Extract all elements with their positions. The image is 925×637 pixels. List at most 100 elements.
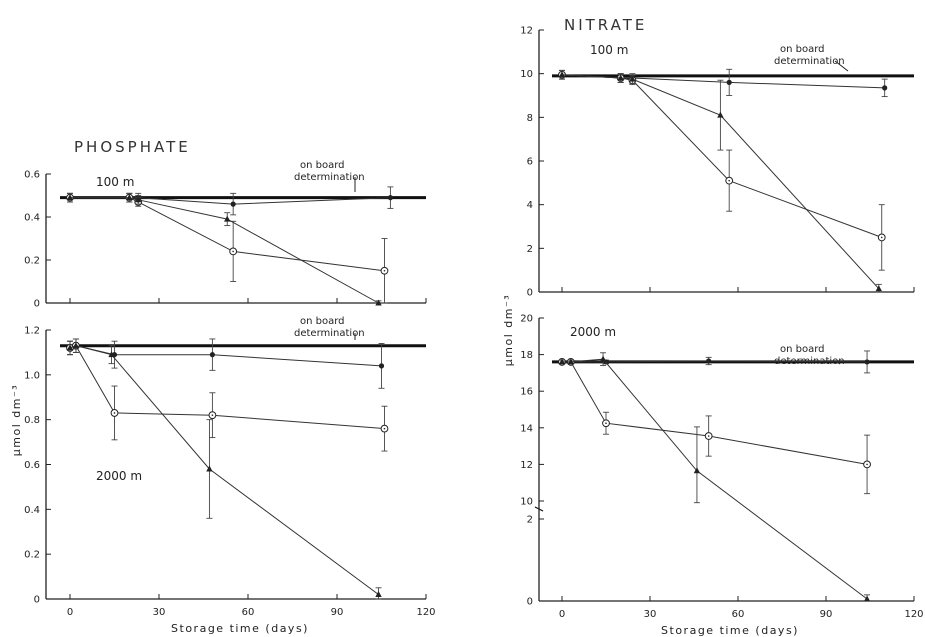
x-tick-label: 0 [559, 609, 565, 620]
nitrate-chart: NITRATE 0 2 4 6 8 10 12 100 m on board determinati… [502, 16, 924, 637]
data-point-filled-triangle [875, 285, 882, 292]
data-point-filled-circle [726, 79, 732, 85]
y-tick-label: 18 [520, 350, 533, 361]
y-tick-label: 0.8 [24, 415, 40, 426]
y-tick-label: 20 [520, 314, 533, 325]
y-tick-label: 8 [527, 113, 533, 124]
series-line-open-circle [561, 74, 882, 238]
data-point-open-circle-dot [866, 463, 868, 466]
annotation-label: determination [294, 172, 365, 183]
data-point-filled-circle [230, 201, 236, 207]
panel-1: 0 0.2 0.4 0.6 0.8 1.0 1.2 0 30 60 90 120 2000 m on bo… [24, 316, 435, 618]
depth-label: 100 m [96, 175, 134, 189]
series-line-open-circle [70, 197, 385, 272]
data-point-filled-circle [209, 352, 215, 358]
y-tick-label: 12 [520, 460, 533, 471]
annotation-label: on board [300, 160, 345, 171]
y-tick-label: 0 [527, 597, 533, 608]
y-tick-label: 0.2 [24, 550, 40, 561]
y-tick-label: 0.4 [24, 505, 40, 516]
chart-title: NITRATE [564, 16, 647, 34]
series-line-filled-triangle [562, 358, 868, 600]
data-point-filled-circle [864, 359, 870, 365]
data-point-filled-triangle [66, 194, 74, 201]
y-tick-label: 1.0 [24, 370, 40, 381]
chart-title: PHOSPHATE [74, 138, 191, 156]
x-tick-label: 120 [416, 607, 435, 618]
data-point-filled-triangle [375, 591, 382, 598]
series-line-filled-triangle [70, 197, 379, 304]
y-tick-label: 4 [527, 200, 533, 211]
depth-label: 2000 m [96, 469, 142, 483]
series-line-open-circle [562, 361, 868, 465]
data-point-filled-triangle [66, 344, 74, 351]
x-tick-label: 90 [820, 609, 833, 620]
depth-label: 2000 m [570, 325, 616, 339]
data-point-filled-triangle [693, 467, 701, 474]
x-axis-label: Storage time (days) [171, 622, 309, 635]
y-tick-label: 10 [520, 497, 533, 508]
y-axis-label: µmol dm⁻³ [502, 294, 515, 366]
x-axis-label: Storage time (days) [661, 624, 799, 637]
y-tick-label: 0.2 [24, 256, 40, 267]
data-point-filled-triangle [863, 595, 871, 602]
data-point-filled-triangle [108, 351, 115, 358]
data-point-filled-triangle [629, 75, 636, 82]
annotation-label: on board [780, 344, 825, 355]
y-tick-label: 1.2 [24, 326, 40, 337]
x-tick-label: 30 [644, 609, 657, 620]
data-point-open-circle-dot [383, 269, 386, 272]
data-point-filled-triangle [126, 194, 133, 201]
x-tick-label: 0 [67, 607, 73, 618]
annotation-label: determination [774, 56, 845, 67]
data-point-open-circle-dot [880, 236, 883, 239]
data-point-open-circle-dot [383, 427, 386, 430]
data-point-open-circle-dot [113, 412, 116, 414]
annotation-arrow [834, 60, 849, 72]
x-tick-label: 60 [242, 607, 255, 618]
data-point-open-circle-dot [707, 435, 710, 437]
data-point-filled-triangle [558, 71, 566, 78]
data-point-open-circle-dot [728, 179, 730, 182]
y-tick-label: 2 [527, 515, 533, 526]
y-tick-label: 12 [520, 26, 533, 37]
y-tick-label: 14 [520, 423, 533, 434]
depth-label: 100 m [590, 43, 628, 57]
data-point-filled-circle [882, 85, 888, 91]
y-tick-label: 0.6 [24, 170, 40, 181]
data-point-filled-triangle [558, 358, 566, 365]
y-axis-label: µmol dm⁻³ [10, 384, 23, 456]
x-tick-label: 120 [904, 609, 923, 620]
data-point-filled-triangle [72, 342, 80, 349]
y-tick-label: 0 [527, 288, 533, 299]
y-tick-label: 6 [527, 157, 533, 168]
data-point-open-circle-dot [211, 414, 214, 416]
y-tick-label: 2 [527, 244, 533, 255]
data-point-filled-triangle [206, 465, 213, 472]
data-point-open-circle-dot [605, 422, 607, 425]
data-point-filled-triangle [224, 215, 231, 222]
data-point-filled-circle [706, 358, 712, 364]
data-point-filled-triangle [717, 111, 724, 118]
data-point-filled-circle [387, 195, 393, 201]
data-point-open-circle-dot [232, 250, 234, 253]
series-line-open-circle [69, 345, 385, 430]
axis-break-mark [534, 506, 544, 512]
data-point-filled-triangle [599, 355, 607, 362]
y-tick-label: 0.6 [24, 460, 40, 471]
y-tick-label: 0 [34, 299, 40, 310]
y-tick-label: 0 [34, 595, 40, 606]
data-point-filled-triangle [567, 358, 574, 365]
x-tick-label: 60 [732, 609, 745, 620]
data-point-filled-triangle [375, 299, 382, 306]
annotation-label: determination [294, 328, 365, 339]
y-tick-label: 10 [520, 69, 533, 80]
x-tick-label: 90 [331, 607, 344, 618]
y-tick-label: 0.4 [24, 213, 40, 224]
annotation-label: on board [300, 316, 345, 327]
